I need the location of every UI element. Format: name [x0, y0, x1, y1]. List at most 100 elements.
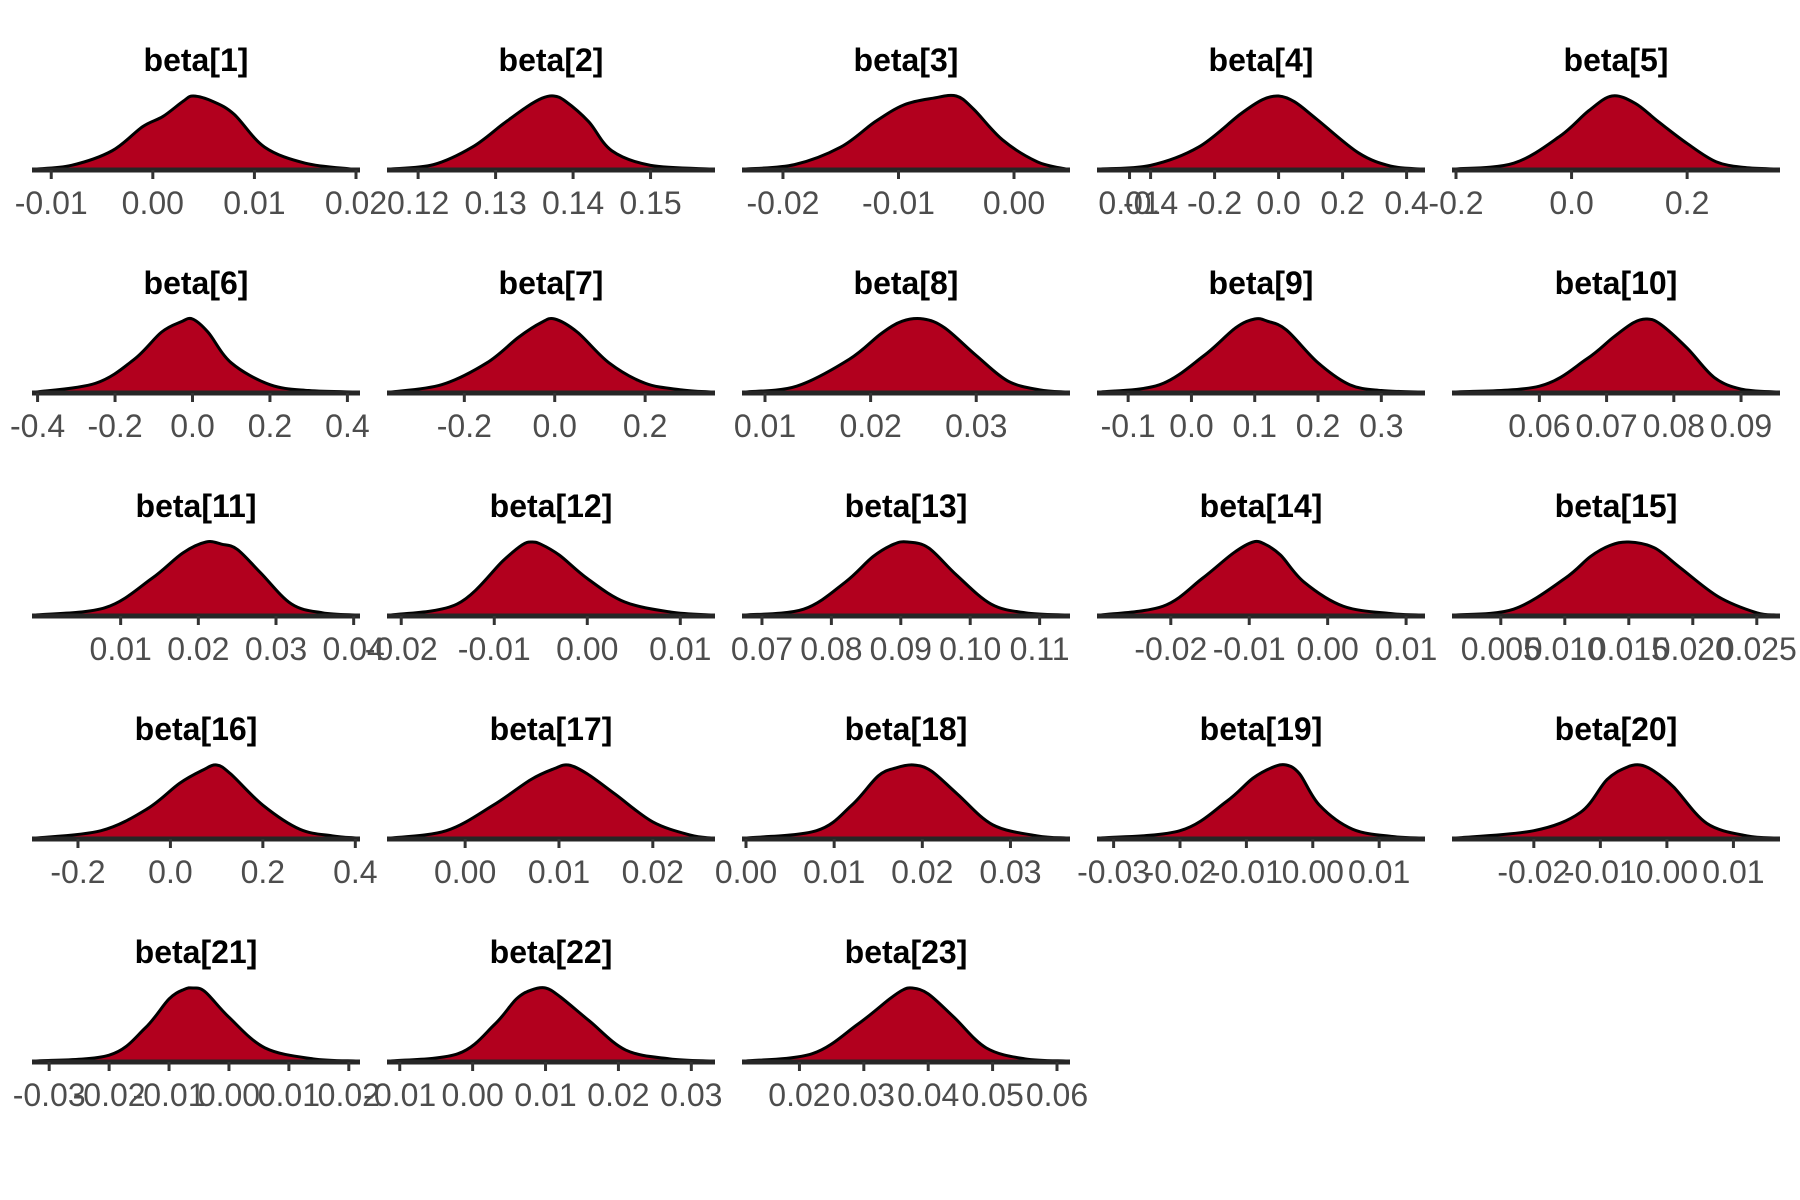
- x-tick-label: 0.00: [715, 854, 777, 890]
- panel-title: beta[19]: [1200, 711, 1323, 747]
- x-tick-label: 0.12: [387, 185, 449, 221]
- panel-title: beta[21]: [135, 934, 258, 970]
- x-tick-label: 0.020: [1653, 631, 1733, 667]
- density-area: [391, 541, 711, 615]
- x-tick-label: 0.03: [245, 631, 307, 667]
- density-curve: [390, 94, 712, 171]
- density-area: [36, 764, 356, 838]
- density-panel: beta[17] 0.00 0.01 0.02: [387, 711, 715, 890]
- x-tick-label: 0.4: [325, 408, 369, 444]
- density-curve: [745, 93, 1067, 171]
- x-tick-label: -0.01: [133, 1077, 206, 1113]
- density-panel: beta[16] -0.2 0.0 0.2 0.4: [32, 711, 378, 890]
- x-tick-label: 0.03: [833, 1077, 895, 1113]
- x-tick-label: 0.04: [897, 1077, 959, 1113]
- x-tick-label: 0.13: [464, 185, 526, 221]
- panel-title: beta[10]: [1555, 265, 1678, 301]
- x-tick-label: 0.02: [167, 631, 229, 667]
- density-curve: [390, 540, 712, 617]
- x-tick-label: -0.03: [1077, 854, 1150, 890]
- density-area: [391, 95, 711, 169]
- density-area: [1456, 318, 1776, 392]
- density-panel: beta[5] -0.2 0.0 0.2: [1428, 42, 1780, 221]
- x-tick-label: 0.05: [961, 1077, 1023, 1113]
- density-panel: beta[11] 0.01 0.02 0.03 0.04: [32, 488, 385, 667]
- x-tick-label: 0.11: [1010, 631, 1070, 667]
- x-tick-label: 0.03: [945, 408, 1007, 444]
- x-tick-label: 0.01: [1702, 854, 1764, 890]
- x-tick-label: -0.02: [746, 185, 819, 221]
- x-tick-label: 0.14: [542, 185, 604, 221]
- x-tick-label: 0.02: [587, 1077, 649, 1113]
- x-tick-label: 0.00: [1282, 854, 1344, 890]
- density-panel: beta[22] -0.01 0.00 0.01 0.02 0.03: [363, 934, 722, 1113]
- density-curve: [1100, 539, 1422, 617]
- panel-title: beta[1]: [144, 42, 249, 78]
- density-panel: beta[19] -0.03-0.02-0.010.00 0.01: [1077, 711, 1425, 890]
- x-tick-label: -0.2: [50, 854, 105, 890]
- panel-title: beta[9]: [1209, 265, 1314, 301]
- panel-title: beta[13]: [845, 488, 968, 524]
- x-tick-label: 0.03: [979, 854, 1041, 890]
- panel-title: beta[23]: [845, 934, 968, 970]
- x-tick-label: 0.015: [1589, 631, 1669, 667]
- x-tick-label: -0.2: [87, 408, 142, 444]
- density-panel: beta[3] -0.02 -0.01 0.00 0.01: [742, 42, 1161, 221]
- density-panel: beta[18] 0.00 0.01 0.02 0.03: [715, 711, 1070, 890]
- x-tick-label: 0.02: [768, 1077, 830, 1113]
- x-tick-label: 0.2: [241, 854, 285, 890]
- density-panel: beta[23] 0.02 0.03 0.04 0.05 0.06: [742, 934, 1088, 1113]
- density-curve: [35, 316, 357, 394]
- x-tick-label: 0.02: [318, 1077, 380, 1113]
- density-curve: [1455, 540, 1777, 617]
- x-tick-label: 0.00: [983, 185, 1045, 221]
- x-tick-label: -0.02: [365, 631, 438, 667]
- density-curve: [35, 540, 357, 617]
- density-curve: [1455, 317, 1777, 394]
- density-curve: [390, 986, 712, 1063]
- panel-title: beta[17]: [490, 711, 613, 747]
- panel-title: beta[16]: [135, 711, 258, 747]
- x-tick-label: -0.03: [13, 1077, 86, 1113]
- x-tick-label: -0.01: [1213, 631, 1286, 667]
- panel-title: beta[2]: [499, 42, 604, 78]
- density-area: [1101, 764, 1421, 838]
- density-area: [1456, 541, 1776, 615]
- x-tick-label: 0.03: [660, 1077, 722, 1113]
- x-tick-label: -0.01: [1210, 854, 1283, 890]
- x-tick-label: 0.00: [122, 185, 184, 221]
- panel-title: beta[18]: [845, 711, 968, 747]
- x-tick-label: 0.2: [1320, 185, 1364, 221]
- density-curve: [745, 763, 1067, 840]
- x-tick-label: -0.1: [1101, 408, 1156, 444]
- density-area: [746, 318, 1066, 392]
- density-panel: beta[12] -0.02 -0.01 0.00 0.01: [365, 488, 715, 667]
- panel-title: beta[5]: [1564, 42, 1669, 78]
- x-tick-label: 0.0: [532, 408, 576, 444]
- density-curve: [745, 317, 1067, 394]
- x-tick-label: 0.10: [939, 631, 1001, 667]
- density-area: [1456, 764, 1776, 838]
- x-tick-label: -0.02: [73, 1077, 146, 1113]
- x-tick-label: 0.09: [870, 631, 932, 667]
- x-tick-label: 0.010: [1525, 631, 1605, 667]
- x-tick-label: 0.04: [323, 631, 385, 667]
- x-tick-label: 0.4: [333, 854, 377, 890]
- panel-title: beta[7]: [499, 265, 604, 301]
- density-curve: [1455, 763, 1777, 840]
- x-tick-label: -0.02: [1134, 631, 1207, 667]
- density-area: [1456, 95, 1776, 169]
- panel-title: beta[22]: [490, 934, 613, 970]
- x-tick-label: 0.0: [170, 408, 214, 444]
- x-tick-label: 0.0: [1549, 185, 1593, 221]
- x-tick-label: -0.2: [1187, 185, 1242, 221]
- x-tick-label: 0.08: [1643, 408, 1705, 444]
- x-tick-label: 0.0: [1169, 408, 1213, 444]
- density-area: [36, 541, 356, 615]
- x-tick-label: 0.02: [839, 408, 901, 444]
- density-area: [746, 541, 1066, 615]
- x-tick-label: 0.09: [1710, 408, 1772, 444]
- x-tick-label: 0.025: [1717, 631, 1797, 667]
- density-area: [36, 95, 351, 169]
- x-tick-label: 0.3: [1359, 408, 1403, 444]
